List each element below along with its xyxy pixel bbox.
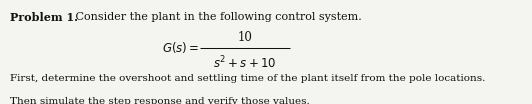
Text: First, determine the overshoot and settling time of the plant itself from the po: First, determine the overshoot and settl… <box>10 74 485 83</box>
Text: $s^2 + s + 10$: $s^2 + s + 10$ <box>213 55 277 71</box>
Text: $G(s) =$: $G(s) =$ <box>162 40 200 55</box>
Text: 10: 10 <box>237 31 252 44</box>
Text: Then simulate the step response and verify those values.: Then simulate the step response and veri… <box>10 97 309 104</box>
Text: Problem 1.: Problem 1. <box>10 12 78 24</box>
Text: Consider the plant in the following control system.: Consider the plant in the following cont… <box>72 12 362 22</box>
